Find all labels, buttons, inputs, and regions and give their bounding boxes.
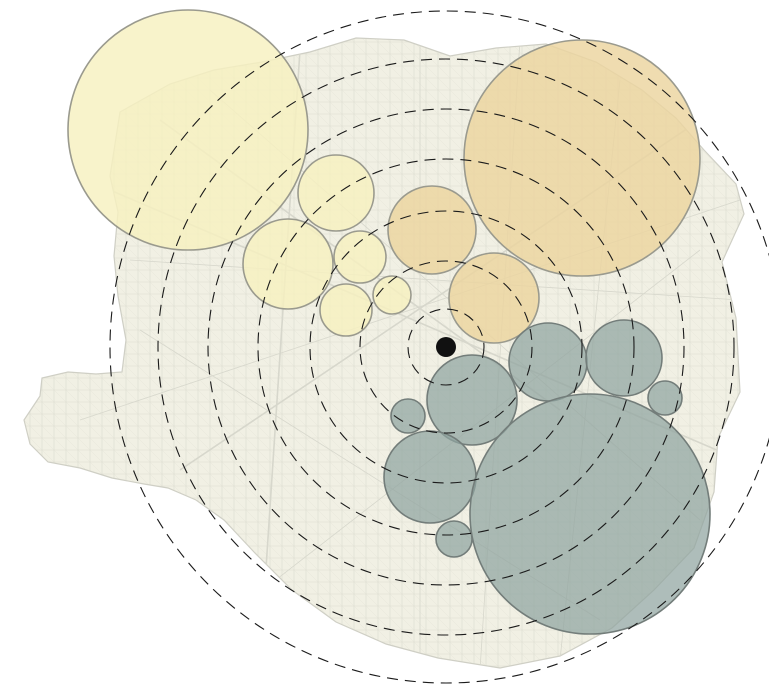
distance-ring bbox=[407, 308, 485, 386]
teal-bubble bbox=[390, 398, 426, 434]
teal-bubble bbox=[426, 354, 518, 446]
distance-ring bbox=[257, 158, 635, 536]
orange-bubble bbox=[387, 185, 477, 275]
distance-ring bbox=[359, 260, 533, 434]
distance-ring bbox=[207, 108, 685, 586]
distance-ring bbox=[109, 10, 769, 684]
ring-layer bbox=[109, 10, 769, 684]
bubble-layer bbox=[67, 9, 711, 635]
distance-ring bbox=[309, 210, 583, 484]
center-marker bbox=[436, 337, 456, 357]
orange-bubble bbox=[463, 39, 701, 277]
street-line bbox=[129, 259, 741, 301]
teal-bubble bbox=[469, 393, 711, 635]
yellow-bubble bbox=[67, 9, 309, 251]
teal-bubble bbox=[383, 430, 477, 524]
orange-bubble bbox=[448, 252, 540, 344]
yellow-bubble bbox=[242, 218, 334, 310]
teal-bubble bbox=[647, 380, 683, 416]
yellow-bubble bbox=[333, 230, 387, 284]
yellow-bubble bbox=[372, 275, 412, 315]
teal-bubble bbox=[585, 319, 663, 397]
distance-ring bbox=[157, 58, 735, 636]
yellow-bubble bbox=[297, 154, 375, 232]
teal-bubble bbox=[435, 520, 473, 558]
yellow-bubble bbox=[319, 283, 373, 337]
